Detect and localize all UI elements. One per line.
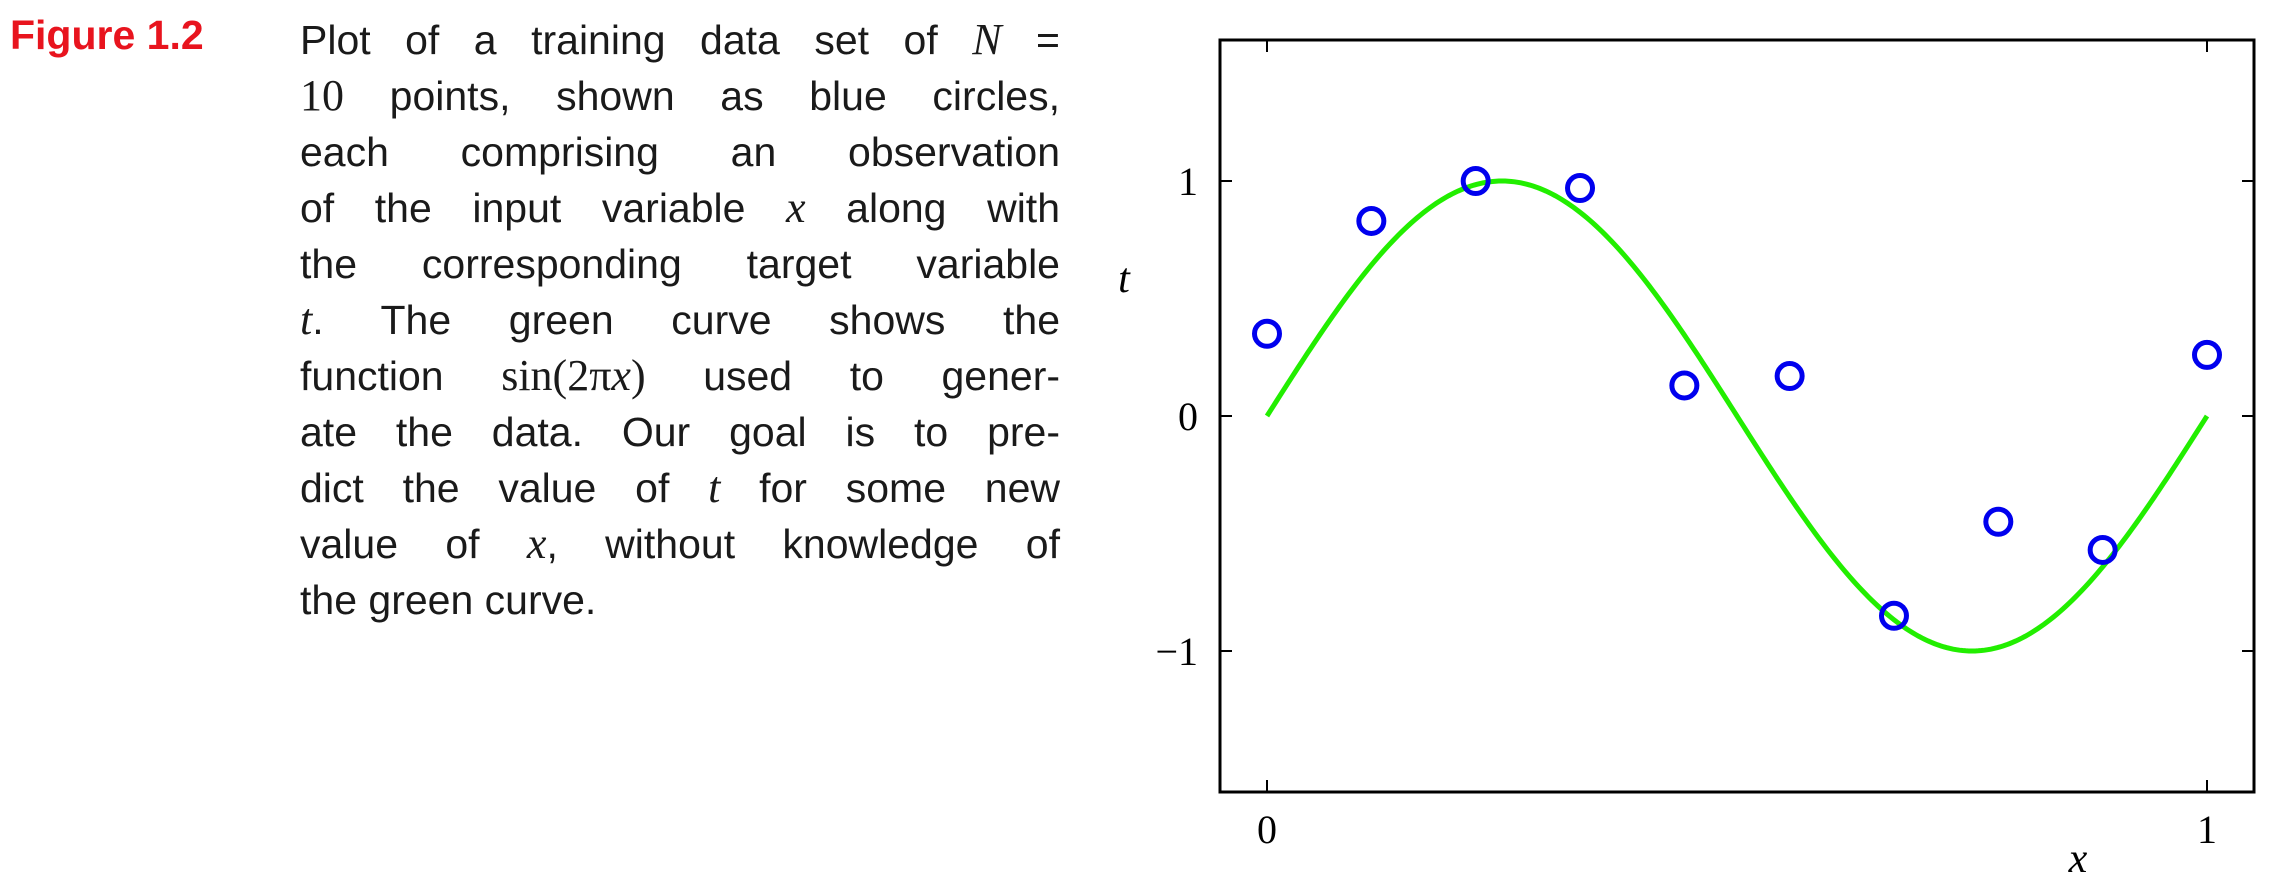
caption-text: each comprising an observation	[300, 129, 1060, 175]
caption-text: ate the data. Our goal is to pre-	[300, 409, 1060, 455]
caption-math: x	[611, 351, 631, 400]
data-point	[1252, 318, 1282, 349]
caption-line: t. The green curve shows the	[300, 292, 1060, 348]
data-point	[1356, 205, 1387, 236]
caption-text: value of	[300, 521, 527, 567]
caption-line: dict the value of t for some new	[300, 460, 1060, 516]
caption-text: , without knowledge of	[546, 521, 1060, 567]
caption-text: . The green curve shows the	[312, 297, 1060, 343]
y-axis-label: t	[1118, 256, 1131, 302]
caption-math: x	[526, 519, 547, 568]
caption-text: used to gener-	[645, 353, 1060, 399]
caption-line: function sin(2πx) used to gener-	[300, 348, 1060, 404]
caption-text: )	[630, 351, 646, 400]
data-points	[1252, 166, 2222, 631]
y-tick-label: −1	[1155, 629, 1198, 674]
caption-text: for some new	[720, 465, 1060, 511]
data-point	[1983, 506, 2014, 537]
caption-line: 10 points, shown as blue circles,	[300, 68, 1060, 124]
caption-text: function	[300, 353, 502, 399]
caption-math: t	[708, 463, 721, 512]
data-point	[2087, 534, 2118, 565]
caption-line: value of x, without knowledge of	[300, 516, 1060, 572]
caption-text: sin(2π	[501, 351, 612, 400]
caption-math: x	[786, 183, 806, 232]
caption-line: the green curve.	[300, 572, 1060, 628]
caption-text: the green curve.	[300, 577, 597, 623]
caption-line: of the input variable x along with	[300, 180, 1060, 236]
caption-text: points, shown as blue circles,	[344, 73, 1060, 119]
caption-math: N	[972, 15, 1002, 64]
caption-text: dict the value of	[300, 465, 709, 511]
caption-math: t	[300, 295, 313, 344]
caption-text: 10	[300, 71, 344, 120]
caption-line: each comprising an observation	[300, 124, 1060, 180]
data-point	[1774, 361, 1805, 392]
x-tick-label: 0	[1257, 807, 1277, 852]
x-axis-label: x	[2068, 836, 2088, 882]
data-point	[1878, 600, 1909, 631]
caption-text: the corresponding target variable	[300, 241, 1060, 287]
sine-curve	[1264, 178, 2210, 654]
caption-text: =	[1001, 17, 1060, 63]
y-tick-label: 1	[1178, 159, 1198, 204]
caption-line: Plot of a training data set of N =	[300, 12, 1060, 68]
figure-caption: Plot of a training data set of N = 10 poi…	[300, 12, 1060, 628]
data-point	[1460, 166, 1491, 196]
x-tick-label: 1	[2197, 807, 2217, 852]
axis-ticks	[1220, 40, 2254, 792]
caption-text: along with	[805, 185, 1060, 231]
tick-labels: 0 1 −1 0 1	[1155, 159, 2217, 852]
caption-text: Plot of a training data set of	[300, 17, 973, 63]
figure-label: Figure 1.2	[10, 12, 204, 58]
data-point	[1565, 173, 1596, 204]
caption-line: the corresponding target variable	[300, 236, 1060, 292]
data-point	[2192, 339, 2222, 370]
caption-text: of the input variable	[300, 185, 787, 231]
data-point	[1669, 370, 1700, 401]
caption-line: ate the data. Our goal is to pre-	[300, 404, 1060, 460]
y-tick-label: 0	[1178, 394, 1198, 439]
